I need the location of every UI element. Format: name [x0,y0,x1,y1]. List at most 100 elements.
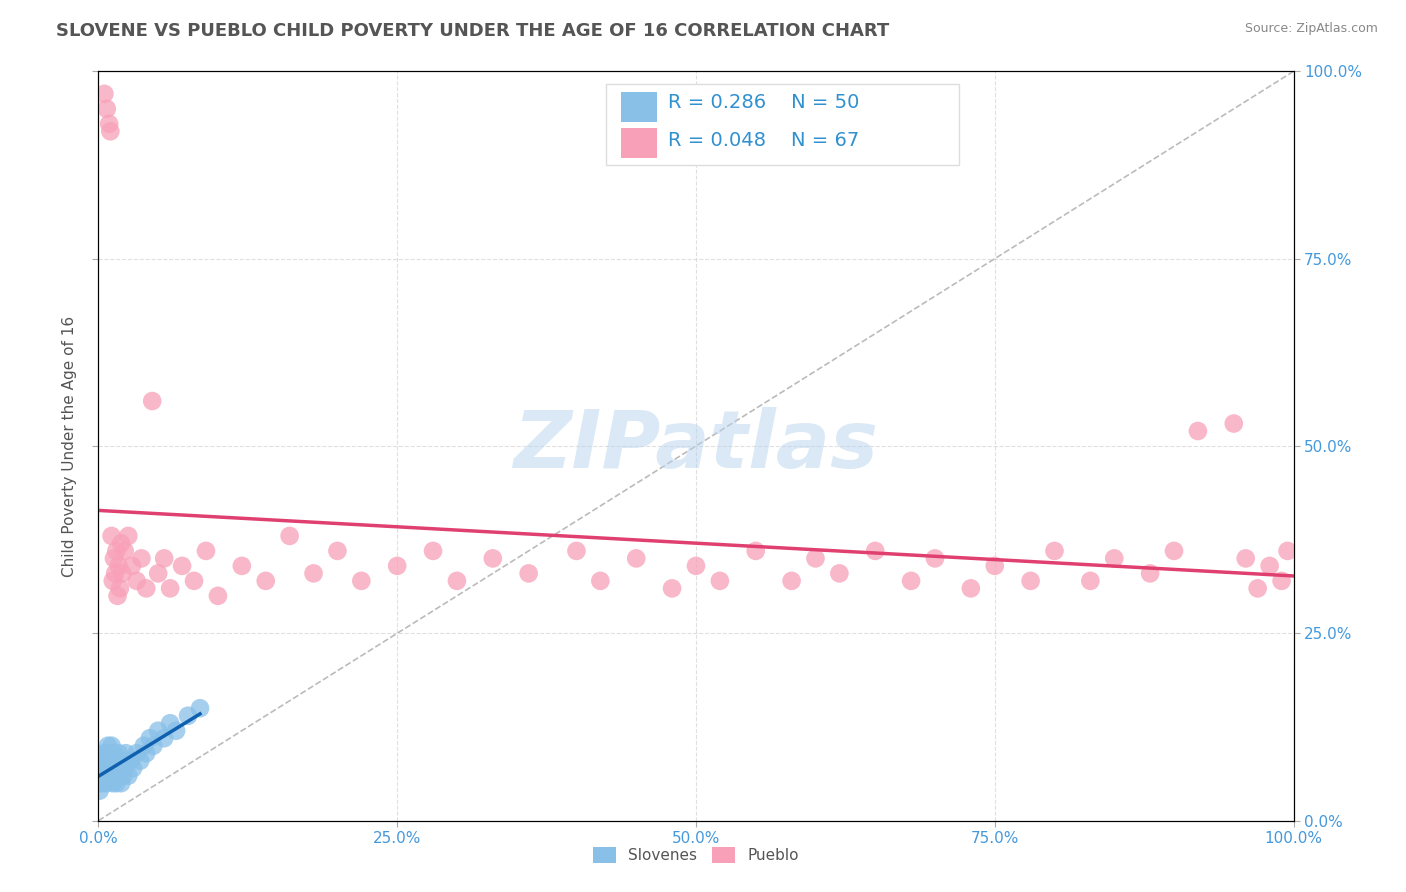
Point [91,776,114,790]
Point [159,582,181,596]
Point [685,558,707,573]
Point [125,574,148,588]
Point [105,754,128,768]
Point [93,746,115,760]
Point [1247,582,1270,596]
Point [960,582,983,596]
Point [111,566,134,581]
Legend: Slovenes, Pueblo: Slovenes, Pueblo [586,841,806,869]
Point [183,574,205,588]
Point [91,761,114,775]
Point [121,558,143,573]
Point [135,582,157,596]
Point [98,769,122,783]
Point [98,761,121,775]
Point [108,761,131,775]
Point [98,117,121,131]
Point [107,558,129,573]
Point [100,761,122,775]
Point [195,544,218,558]
Point [101,754,124,768]
Point [122,761,145,775]
Point [745,544,768,558]
Point [326,544,349,558]
Point [1019,574,1042,588]
Point [1104,551,1126,566]
Point [103,746,125,760]
Point [141,394,163,409]
FancyBboxPatch shape [620,92,657,121]
Point [97,769,120,783]
Y-axis label: Child Poverty Under the Age of 16: Child Poverty Under the Age of 16 [62,316,77,576]
Point [709,574,731,588]
Point [172,558,194,573]
Point [278,529,301,543]
Point [107,746,129,760]
Point [101,574,124,588]
Point [98,754,121,768]
Point [165,723,187,738]
Point [1277,544,1299,558]
Point [159,716,181,731]
Point [481,551,505,566]
Point [188,701,211,715]
Text: Source: ZipAtlas.com: Source: ZipAtlas.com [1244,22,1378,36]
Point [117,769,139,783]
Point [125,746,148,760]
Point [177,708,200,723]
Point [112,769,135,783]
Point [111,754,134,768]
Point [1258,558,1281,573]
Point [97,739,120,753]
Point [114,544,136,558]
Point [153,551,176,566]
Point [254,574,277,588]
Point [565,544,588,558]
Point [93,87,115,101]
Point [96,746,118,760]
Point [101,776,124,790]
Point [148,566,170,581]
Point [1043,544,1066,558]
Point [94,754,117,768]
Point [1223,417,1246,431]
Point [1271,574,1294,588]
Point [446,574,468,588]
Point [114,761,136,775]
Point [115,746,138,760]
Point [135,746,157,760]
Point [107,589,129,603]
Point [91,769,114,783]
Point [110,536,132,550]
Point [105,544,128,558]
Point [100,739,122,753]
Point [96,776,118,790]
Text: SLOVENE VS PUEBLO CHILD POVERTY UNDER THE AGE OF 16 CORRELATION CHART: SLOVENE VS PUEBLO CHILD POVERTY UNDER TH… [56,22,890,40]
Point [626,551,648,566]
Point [94,761,117,775]
FancyBboxPatch shape [606,84,959,165]
Point [153,731,176,746]
Point [93,769,115,783]
Point [131,551,153,566]
Point [1139,566,1161,581]
Point [517,566,540,581]
Point [924,551,946,566]
Point [108,582,131,596]
Point [142,739,165,753]
Point [422,544,444,558]
Point [96,102,118,116]
Point [900,574,922,588]
Point [90,776,112,790]
Point [89,783,111,797]
Point [110,776,132,790]
Point [661,582,683,596]
Point [107,769,129,783]
Point [139,731,162,746]
Point [231,558,253,573]
Point [984,558,1007,573]
Point [589,574,612,588]
Point [91,754,114,768]
Point [105,776,128,790]
Point [104,566,127,581]
